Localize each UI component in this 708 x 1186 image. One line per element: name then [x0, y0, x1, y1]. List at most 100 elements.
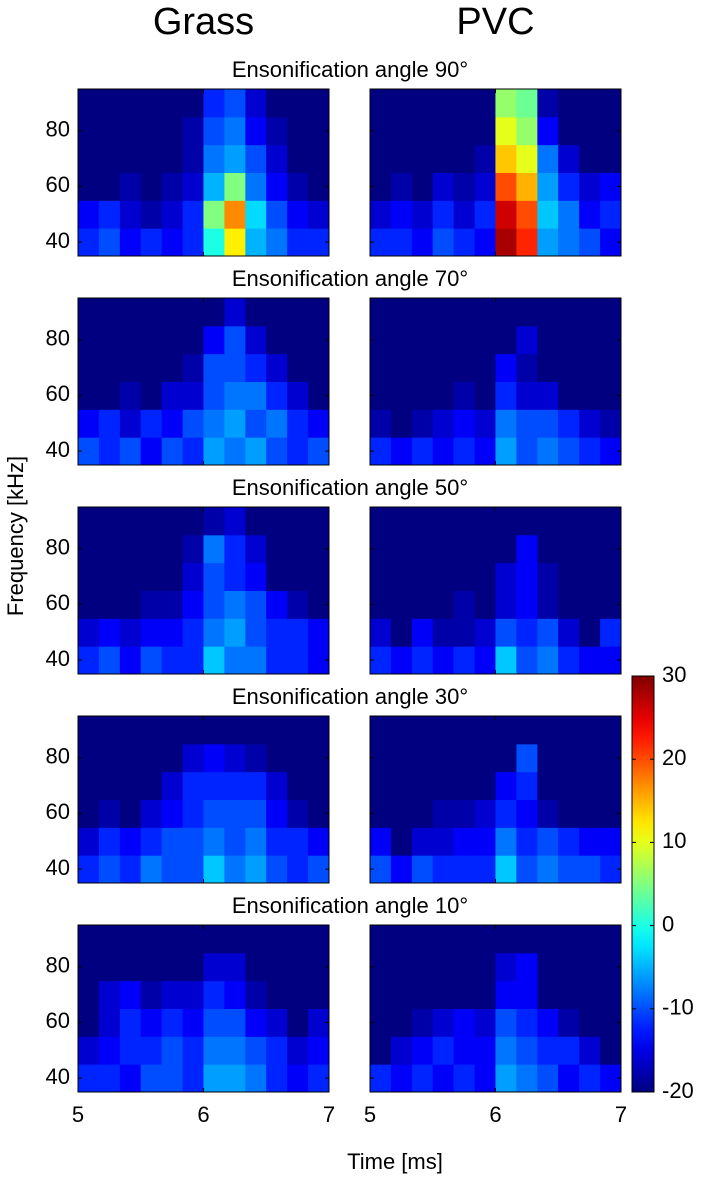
cell — [516, 646, 538, 674]
cell — [224, 298, 246, 327]
cell — [370, 716, 392, 745]
cell — [453, 618, 476, 647]
cell — [182, 1008, 205, 1037]
cell — [600, 89, 621, 118]
cell — [390, 1036, 413, 1065]
cell — [432, 325, 455, 355]
cell — [390, 1064, 413, 1092]
cell — [140, 827, 163, 856]
cell — [287, 1008, 309, 1037]
panel-title: Ensonification angle 30° — [232, 684, 468, 709]
cell — [78, 855, 100, 883]
cell — [140, 437, 163, 465]
cell — [600, 228, 621, 256]
cell — [78, 353, 100, 382]
cell — [390, 116, 413, 146]
cell — [558, 144, 580, 173]
cell — [495, 827, 517, 856]
cell — [537, 646, 559, 674]
cell — [474, 1008, 497, 1037]
cell — [287, 437, 309, 465]
cell — [495, 228, 517, 256]
cell — [266, 799, 288, 828]
cell — [161, 89, 184, 118]
cell — [390, 590, 413, 619]
cell — [411, 437, 434, 465]
cell — [224, 353, 246, 382]
cell — [474, 200, 497, 229]
cell — [432, 855, 455, 883]
cell — [495, 200, 517, 229]
cell — [516, 116, 538, 146]
cell — [516, 562, 538, 591]
cell — [308, 799, 329, 828]
cell — [161, 381, 184, 410]
cell — [245, 437, 267, 465]
heatmap — [78, 716, 329, 883]
cell — [224, 771, 246, 800]
cell — [78, 799, 100, 828]
cell — [245, 534, 267, 564]
cell — [224, 381, 246, 410]
cell — [182, 980, 205, 1009]
cell — [203, 1036, 225, 1065]
cell — [453, 507, 476, 536]
cell — [140, 618, 163, 647]
cell — [287, 534, 309, 564]
cell — [537, 298, 559, 327]
cell — [411, 1064, 434, 1092]
cell — [245, 325, 267, 355]
cell — [370, 562, 392, 591]
y-tick-label: 60 — [46, 1008, 70, 1033]
cell — [453, 298, 476, 327]
column-title: PVC — [456, 1, 534, 43]
cell — [495, 353, 517, 382]
cell — [600, 590, 621, 619]
heatmap — [370, 716, 621, 883]
cell — [537, 771, 559, 800]
cell — [600, 562, 621, 591]
cell — [558, 298, 580, 327]
cell — [411, 228, 434, 256]
cell — [161, 925, 184, 954]
cell — [224, 534, 246, 564]
cell — [537, 409, 559, 438]
cell — [432, 89, 455, 118]
cell — [474, 116, 497, 146]
cell — [579, 1008, 601, 1037]
cell — [119, 534, 142, 564]
cell — [600, 743, 621, 773]
cell — [474, 89, 497, 118]
cell — [600, 925, 621, 954]
cell — [516, 618, 538, 647]
cell — [516, 827, 538, 856]
cell — [203, 437, 225, 465]
cell — [474, 507, 497, 536]
cell — [600, 116, 621, 146]
cell — [224, 89, 246, 118]
cell — [119, 743, 142, 773]
cell — [516, 144, 538, 173]
cell — [558, 409, 580, 438]
cell — [182, 1036, 205, 1065]
cell — [432, 590, 455, 619]
cell — [308, 1036, 329, 1065]
cell — [579, 200, 601, 229]
cell — [203, 980, 225, 1009]
cell — [474, 855, 497, 883]
cell — [370, 952, 392, 982]
panel-title: Ensonification angle 70° — [232, 266, 468, 291]
cell — [600, 437, 621, 465]
cell — [390, 980, 413, 1009]
cell — [453, 89, 476, 118]
cell — [78, 228, 100, 256]
cell — [474, 743, 497, 773]
cell — [432, 172, 455, 201]
cell — [245, 353, 267, 382]
cell — [287, 952, 309, 982]
cell — [411, 325, 434, 355]
cell — [516, 534, 538, 564]
cell — [474, 298, 497, 327]
cell — [370, 1036, 392, 1065]
cell — [119, 590, 142, 619]
